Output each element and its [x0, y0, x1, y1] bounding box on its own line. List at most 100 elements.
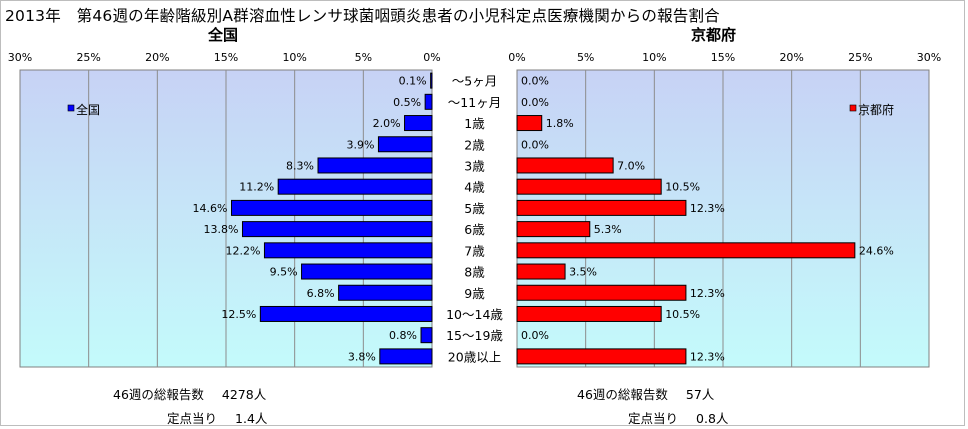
category-label: 3歳: [464, 158, 485, 173]
right-data-label: 10.5%: [665, 181, 700, 194]
left-bar: [404, 115, 433, 132]
right-per-label: 定点当り: [628, 411, 679, 426]
left-total-reports: 46週の総報告数 4278人: [113, 384, 266, 403]
left-total-label: 46週の総報告数: [113, 387, 204, 402]
category-label: 2歳: [464, 137, 485, 152]
left-data-label: 8.3%: [286, 159, 314, 172]
left-data-label: 3.8%: [348, 350, 376, 363]
left-tick-label: 15%: [214, 51, 238, 64]
right-data-label: 10.5%: [665, 308, 700, 321]
left-bar: [379, 348, 433, 365]
left-data-label: 12.5%: [221, 308, 256, 321]
left-tick-label: 5%: [355, 51, 372, 64]
left-data-label: 6.8%: [307, 287, 335, 300]
right-total-label: 46週の総報告数: [577, 387, 668, 402]
left-data-label: 0.1%: [399, 75, 427, 88]
left-legend-swatch: [67, 104, 75, 112]
left-bar: [277, 178, 433, 195]
left-data-label: 9.5%: [270, 266, 298, 279]
left-bar: [377, 136, 433, 153]
left-data-label: 13.8%: [204, 223, 239, 236]
left-tick-label: 20%: [145, 51, 169, 64]
right-data-label: 12.3%: [690, 350, 725, 363]
right-tick-label: 20%: [779, 51, 803, 64]
left-bar: [424, 93, 433, 110]
category-label: 5歳: [464, 201, 485, 216]
right-panel-title: 京都府: [691, 26, 737, 44]
left-total-value: 4278人: [221, 387, 267, 402]
right-data-label: 3.5%: [569, 266, 597, 279]
left-tick-label: 25%: [76, 51, 100, 64]
right-per-sentinel: 定点当り 0.8人: [628, 408, 728, 427]
right-data-label: 0.0%: [521, 138, 549, 151]
category-label: 9歳: [464, 286, 485, 301]
right-legend-label: 京都府: [858, 102, 894, 117]
left-bar: [420, 327, 433, 344]
right-tick-label: 5%: [577, 51, 594, 64]
category-label: 8歳: [464, 265, 485, 280]
left-per-label: 定点当り: [167, 411, 218, 426]
right-tick-label: 10%: [642, 51, 666, 64]
right-bar: [516, 242, 856, 259]
right-total-value: 57人: [685, 387, 715, 402]
left-bar: [430, 72, 433, 89]
right-total-reports: 46週の総報告数 57人: [577, 384, 714, 403]
left-legend-label: 全国: [76, 102, 100, 117]
left-panel-title: 全国: [208, 26, 239, 44]
right-tick-label: 15%: [711, 51, 735, 64]
right-bar: [516, 115, 543, 132]
category-label: 7歳: [464, 243, 485, 258]
left-bar: [338, 284, 433, 301]
left-data-label: 0.8%: [389, 329, 417, 342]
left-data-label: 3.9%: [346, 138, 374, 151]
left-data-label: 2.0%: [373, 117, 401, 130]
right-legend-swatch: [849, 104, 857, 112]
category-label: 1歳: [464, 116, 485, 131]
left-data-label: 11.2%: [239, 181, 274, 194]
right-data-label: 0.0%: [521, 329, 549, 342]
right-data-label: 5.3%: [594, 223, 622, 236]
left-tick-label: 10%: [282, 51, 306, 64]
category-label: 〜11ヶ月: [448, 95, 501, 110]
right-bar: [516, 157, 614, 174]
right-data-label: 0.0%: [521, 75, 549, 88]
right-data-label: 12.3%: [690, 202, 725, 215]
left-bar: [230, 199, 433, 216]
right-data-label: 0.0%: [521, 96, 549, 109]
left-per-value: 1.4人: [235, 411, 268, 426]
right-bar: [516, 348, 687, 365]
left-tick-label: 30%: [8, 51, 32, 64]
right-bar: [516, 199, 687, 216]
right-bar: [516, 221, 591, 238]
left-bar: [263, 242, 433, 259]
left-bar: [241, 221, 433, 238]
right-data-label: 24.6%: [859, 244, 894, 257]
right-bar: [516, 284, 687, 301]
category-label: 4歳: [464, 180, 485, 195]
left-data-label: 0.5%: [393, 96, 421, 109]
right-bar: [516, 305, 662, 322]
right-tick-label: 30%: [917, 51, 941, 64]
category-label: 10〜14歳: [446, 307, 503, 322]
category-label: 15〜19歳: [446, 328, 503, 343]
category-label: 20歳以上: [448, 349, 501, 364]
category-label: 6歳: [464, 222, 485, 237]
left-data-label: 14.6%: [193, 202, 228, 215]
category-label: 〜5ヶ月: [452, 74, 497, 89]
left-bar: [259, 305, 433, 322]
left-bar: [301, 263, 433, 280]
right-data-label: 1.8%: [546, 117, 574, 130]
right-bar: [516, 263, 566, 280]
right-per-value: 0.8人: [696, 411, 729, 426]
left-bar: [317, 157, 433, 174]
left-data-label: 12.2%: [226, 244, 261, 257]
right-data-label: 7.0%: [617, 159, 645, 172]
left-tick-label: 0%: [423, 51, 440, 64]
right-tick-label: 0%: [508, 51, 525, 64]
right-tick-label: 25%: [848, 51, 872, 64]
left-per-sentinel: 定点当り 1.4人: [167, 408, 267, 427]
chart-title: 2013年 第46週の年齢階級別A群溶血性レンサ球菌咽頭炎患者の小児科定点医療機…: [5, 7, 720, 25]
